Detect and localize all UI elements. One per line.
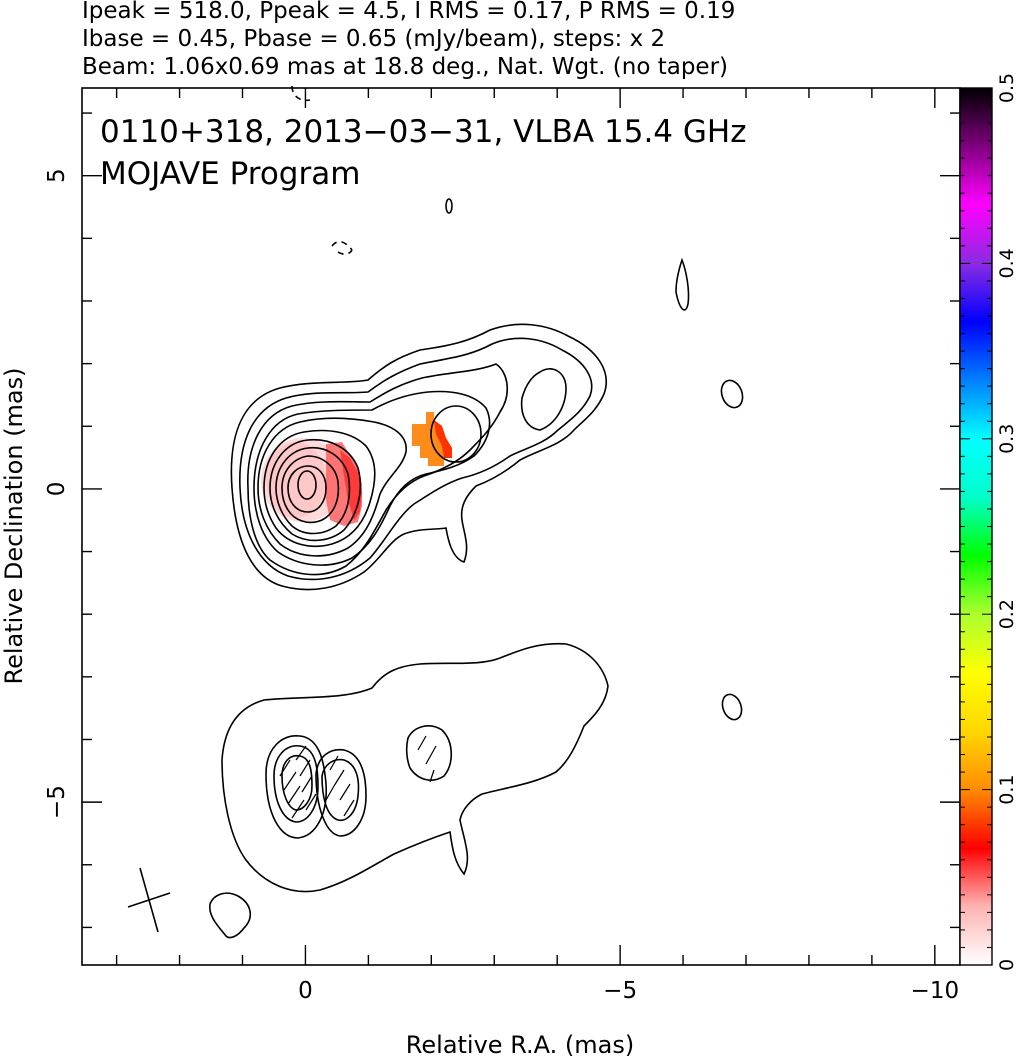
pol-inner-left-in bbox=[281, 754, 313, 811]
evpa-vector bbox=[343, 799, 355, 817]
x-axis-label: Relative R.A. (mas) bbox=[406, 1031, 634, 1059]
evpa-vector bbox=[291, 799, 305, 819]
x-tick-label: −10 bbox=[911, 978, 960, 1004]
evpa-vector bbox=[287, 785, 301, 805]
contour-isolated-4 bbox=[721, 693, 743, 721]
evpa-vector bbox=[339, 783, 351, 801]
contour-level-7 bbox=[269, 438, 362, 542]
header-line-3: Beam: 1.06x0.69 mas at 18.8 deg., Nat. W… bbox=[82, 54, 728, 80]
pol-outer-contour bbox=[221, 642, 609, 893]
pol-patch-core-inner bbox=[266, 442, 326, 518]
contour-jet-knot bbox=[430, 405, 482, 463]
stokes-i-contours-main bbox=[230, 323, 608, 591]
contour-level-4 bbox=[253, 390, 491, 566]
plot-frame bbox=[81, 87, 961, 966]
contour-isolated-1 bbox=[445, 198, 453, 214]
colorbar-tick-label: 0 bbox=[996, 959, 1018, 971]
contour-level-3 bbox=[247, 363, 508, 576]
contour-level-8 bbox=[275, 447, 351, 535]
contour-isolated-2 bbox=[675, 257, 690, 311]
pol-contour-bottom-left bbox=[208, 892, 251, 939]
colorbar-tick-label: 0.2 bbox=[996, 599, 1018, 629]
y-tick-label: 5 bbox=[44, 168, 70, 183]
colorbar: 0 0.1 0.2 0.3 0.4 0.5 bbox=[959, 73, 1018, 971]
evpa-vector bbox=[299, 759, 311, 777]
polarization-contours-lower bbox=[208, 642, 609, 939]
header-line-1: Ipeak = 518.0, Ppeak = 4.5, I RMS = 0.17… bbox=[82, 0, 735, 24]
contour-level-6 bbox=[263, 429, 376, 548]
contour-level-10 bbox=[287, 465, 327, 513]
contour-level-11 bbox=[297, 470, 317, 500]
evpa-vector bbox=[301, 775, 313, 793]
evpa-vectors bbox=[279, 735, 437, 819]
program-annotation: MOJAVE Program bbox=[100, 156, 360, 192]
y-tick-label: 0 bbox=[44, 482, 70, 497]
evpa-vector bbox=[425, 745, 437, 765]
pol-knot-right bbox=[405, 725, 453, 781]
colorbar-tick-label: 0.3 bbox=[996, 424, 1018, 454]
evpa-vector bbox=[295, 745, 307, 761]
y-tick-label: −5 bbox=[44, 785, 70, 819]
colorbar-gradient bbox=[959, 87, 993, 966]
contour-negative-2 bbox=[331, 240, 353, 255]
evpa-vector bbox=[429, 769, 435, 783]
beam-symbol bbox=[127, 867, 171, 933]
y-axis-label: Relative Declination (mas) bbox=[0, 367, 28, 684]
pol-inner-left-mid bbox=[273, 745, 319, 823]
map-axes: 0 −5 −10 5 0 −5 bbox=[44, 87, 961, 1004]
pol-inner-right-in bbox=[321, 758, 360, 822]
pol-patch-jet-knot-edge bbox=[434, 420, 452, 458]
contour-level-2 bbox=[239, 337, 593, 581]
contour-outer-knot bbox=[520, 368, 567, 431]
evpa-vector bbox=[417, 735, 427, 751]
x-tick-label: −5 bbox=[603, 978, 637, 1004]
evpa-vector bbox=[329, 755, 339, 771]
pol-inner-right-outer bbox=[315, 748, 367, 837]
contour-isolated-3 bbox=[720, 379, 744, 409]
x-tick-label: 0 bbox=[298, 978, 313, 1004]
evpa-vector bbox=[279, 759, 291, 777]
source-annotation: 0110+318, 2013−03−31, VLBA 15.4 GHz bbox=[100, 114, 746, 150]
contour-level-1 bbox=[230, 323, 608, 591]
header-line-2: Ibase = 0.45, Pbase = 0.65 (mJy/beam), s… bbox=[82, 26, 665, 52]
evpa-vector bbox=[333, 769, 345, 787]
contour-level-9 bbox=[281, 455, 340, 524]
evpa-vector bbox=[305, 793, 317, 811]
colorbar-tick-label: 0.1 bbox=[996, 774, 1018, 804]
pol-inner-left-outer bbox=[265, 735, 327, 839]
colorbar-tick-label: 0.5 bbox=[996, 73, 1018, 103]
evpa-vector bbox=[283, 771, 297, 791]
evpa-vector bbox=[325, 785, 335, 801]
contour-level-5 bbox=[257, 417, 407, 557]
colorbar-tick-label: 0.4 bbox=[996, 248, 1018, 278]
beam-major-axis bbox=[139, 867, 159, 933]
